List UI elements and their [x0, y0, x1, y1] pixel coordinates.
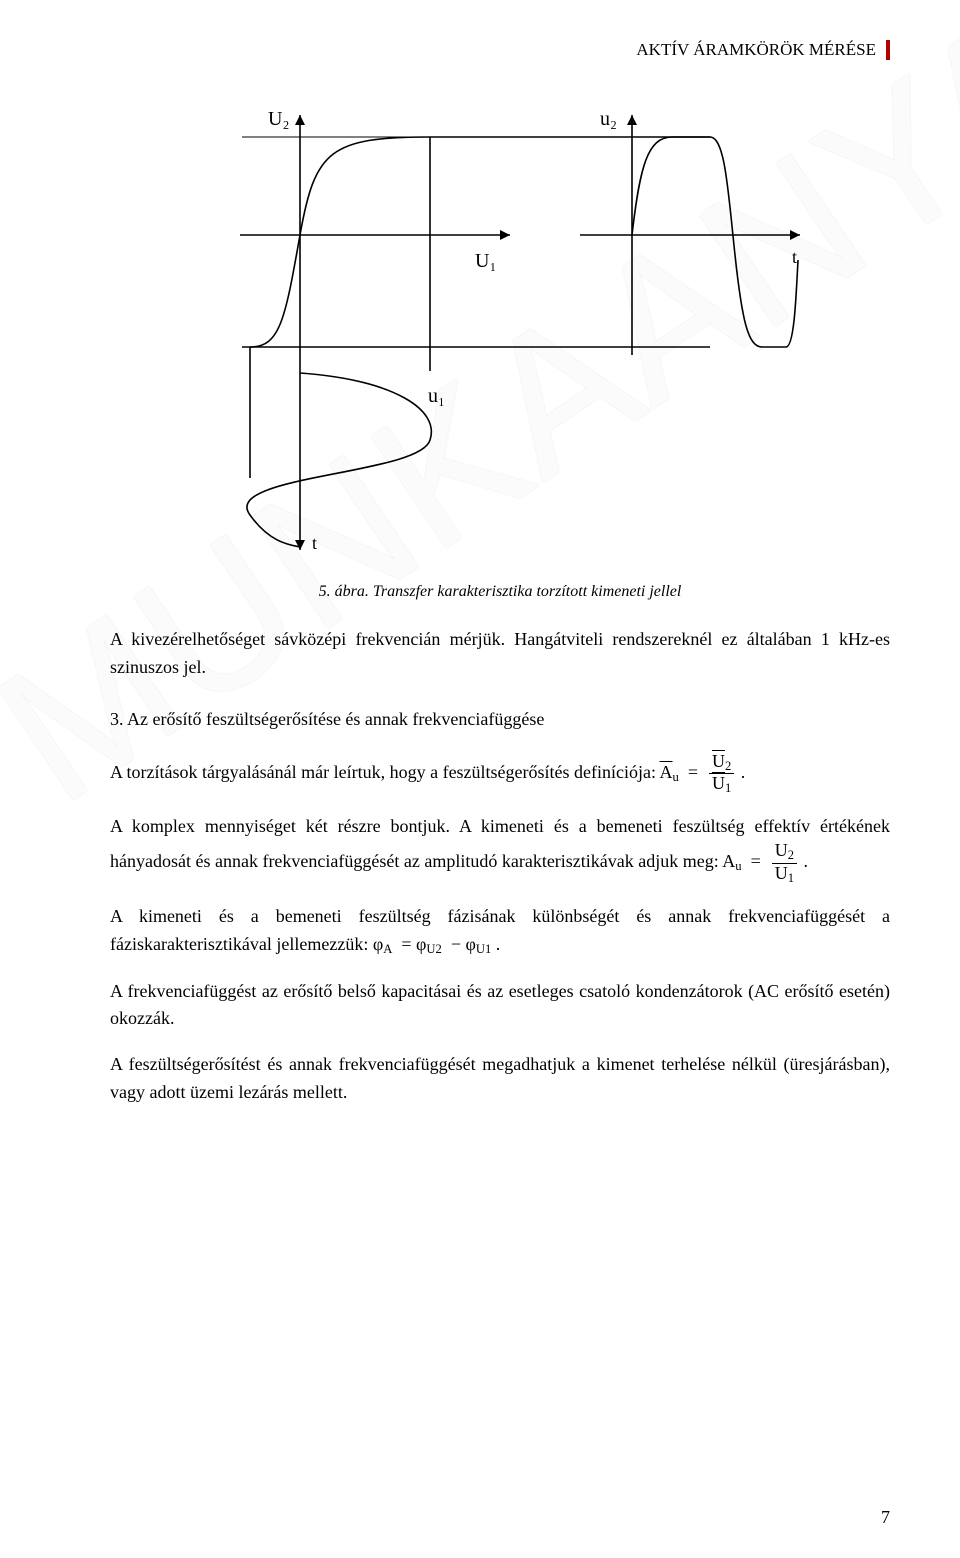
- formula-Au-complex: Au = U2 U1: [660, 762, 741, 782]
- paragraph-1: A kivezérelhetőséget sávközépi frekvenci…: [110, 626, 890, 682]
- svg-text:U₂: U₂: [268, 108, 289, 130]
- p3-end: .: [804, 851, 809, 871]
- paragraph-3: A komplex mennyiséget két részre bontjuk…: [110, 813, 890, 885]
- svg-text:t: t: [792, 247, 797, 267]
- page-header: AKTÍV ÁRAMKÖRÖK MÉRÉSE: [110, 40, 890, 60]
- page-content: AKTÍV ÁRAMKÖRÖK MÉRÉSE U₂ U₁: [110, 40, 890, 1107]
- transfer-characteristic-diagram: U₂ U₁ t u₁: [180, 95, 820, 565]
- p2-end: .: [741, 762, 746, 782]
- svg-text:u₁: u₁: [428, 385, 445, 407]
- paragraph-4: A kimeneti és a bemeneti feszültség fázi…: [110, 903, 890, 960]
- formula-Au-magnitude: Au = U2 U1: [722, 851, 803, 871]
- svg-text:t: t: [312, 533, 317, 553]
- paragraph-5: A frekvenciafüggést az erősítő belső kap…: [110, 978, 890, 1034]
- p4-end: .: [496, 934, 501, 954]
- page-number: 7: [881, 1507, 890, 1528]
- p2-text: A torzítások tárgyalásánál már leírtuk, …: [110, 762, 656, 782]
- paragraph-2: A torzítások tárgyalásánál már leírtuk, …: [110, 752, 890, 796]
- figure-caption: 5. ábra. Transzfer karakterisztika torzí…: [110, 583, 890, 601]
- section-title: 3. Az erősítő feszültségerősítése és ann…: [110, 706, 890, 734]
- paragraph-6: A feszültségerősítést és annak frekvenci…: [110, 1051, 890, 1107]
- figure-5: U₂ U₁ t u₁: [110, 95, 890, 601]
- formula-phase: φA = φU2 − φU1: [373, 934, 496, 954]
- svg-text:U₁: U₁: [475, 250, 496, 272]
- svg-text:u₂: u₂: [600, 108, 617, 130]
